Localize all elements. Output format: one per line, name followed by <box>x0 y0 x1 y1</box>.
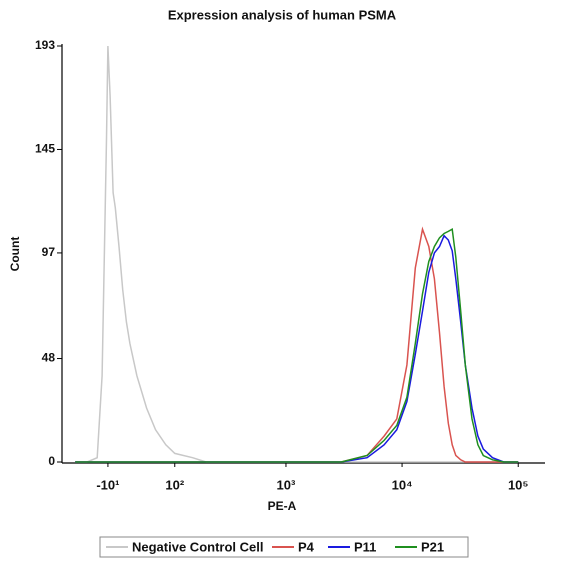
x-tick-label: 10⁵ <box>508 477 529 492</box>
series-line <box>75 226 519 463</box>
x-axis-label: PE-A <box>268 499 297 513</box>
series-line <box>75 234 519 463</box>
y-tick-label: 48 <box>42 351 56 365</box>
legend-label: P21 <box>421 539 444 554</box>
series-line <box>75 45 519 463</box>
x-tick-label: 10² <box>165 477 184 492</box>
y-tick-label: 97 <box>42 245 56 259</box>
x-tick-label: 10⁴ <box>392 477 413 492</box>
x-tick-label: -10¹ <box>96 477 119 492</box>
legend-label: P11 <box>354 539 376 554</box>
legend-label: Negative Control Cell <box>132 539 263 554</box>
chart-title: Expression analysis of human PSMA <box>168 7 397 22</box>
y-tick-label: 0 <box>48 454 55 468</box>
y-axis-label: Count <box>8 237 22 272</box>
y-tick-label: 145 <box>35 142 55 156</box>
x-tick-label: 10³ <box>277 477 296 492</box>
series-line <box>75 227 519 463</box>
legend-label: P4 <box>298 539 315 554</box>
y-tick-label: 193 <box>35 38 55 52</box>
